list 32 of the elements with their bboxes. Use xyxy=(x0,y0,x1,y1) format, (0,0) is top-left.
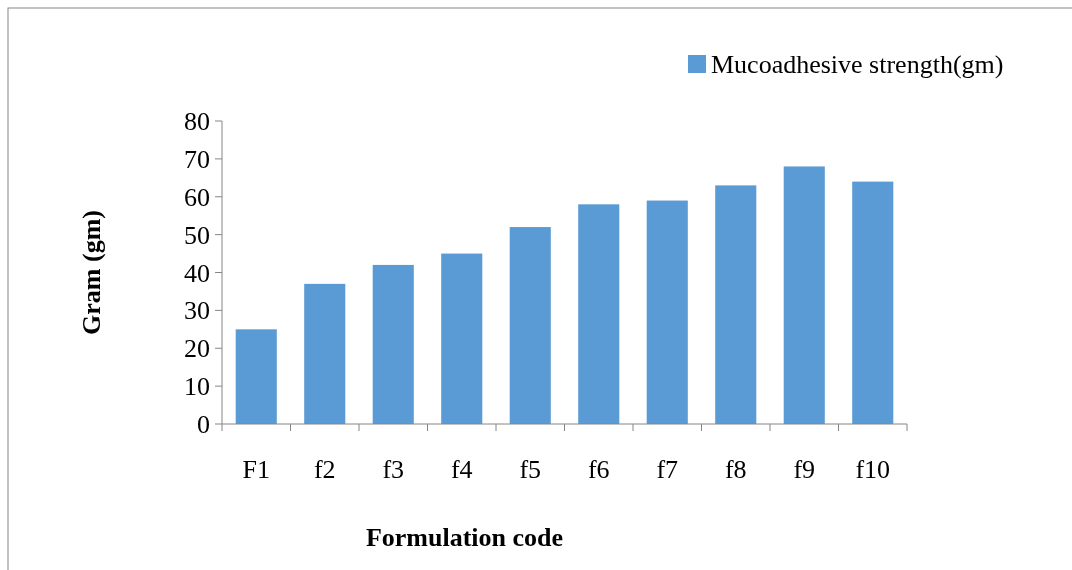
bar xyxy=(646,200,688,424)
y-tick-label: 0 xyxy=(197,410,210,440)
x-tick-label: f7 xyxy=(656,455,679,484)
y-tick-label: 40 xyxy=(184,258,210,288)
x-tick-label: f6 xyxy=(587,455,610,484)
bar xyxy=(372,264,414,424)
bar xyxy=(304,283,346,424)
x-tick-label: F1 xyxy=(242,455,270,484)
y-tick-label: 80 xyxy=(184,107,210,137)
x-tick-label: f9 xyxy=(793,455,816,484)
bar xyxy=(578,204,620,424)
bar xyxy=(715,185,757,424)
y-tick-label: 20 xyxy=(184,334,210,364)
bar xyxy=(783,166,825,424)
x-tick-label: f4 xyxy=(450,455,473,484)
x-tick-label: f3 xyxy=(382,455,405,484)
x-tick-label: f2 xyxy=(313,455,336,484)
bar xyxy=(852,181,894,424)
y-tick-label: 70 xyxy=(184,144,210,174)
y-tick-label: 10 xyxy=(184,372,210,402)
y-tick-label: 60 xyxy=(184,182,210,212)
x-tick-label: f8 xyxy=(724,455,747,484)
bar xyxy=(441,253,483,424)
legend-label: Mucoadhesive strength(gm) xyxy=(711,50,1004,80)
y-tick-label: 30 xyxy=(184,296,210,326)
y-axis-title: Gram (gm) xyxy=(77,210,106,335)
bar xyxy=(509,227,551,424)
bar xyxy=(235,329,277,424)
y-tick-label: 50 xyxy=(184,220,210,250)
x-axis-title: Formulation code xyxy=(365,523,564,552)
x-tick-label: f10 xyxy=(855,455,891,484)
x-tick-label: f5 xyxy=(519,455,542,484)
